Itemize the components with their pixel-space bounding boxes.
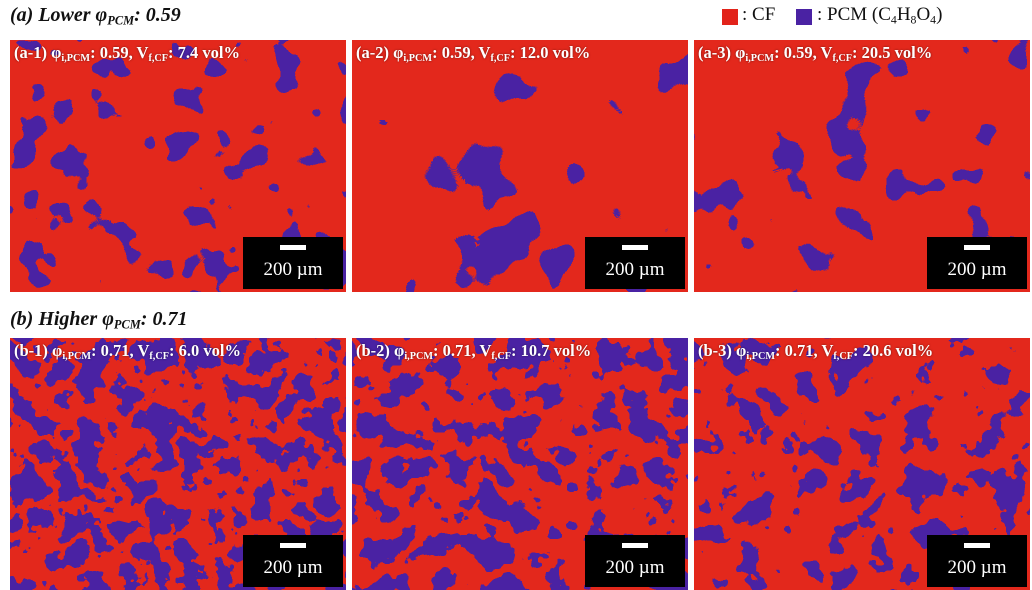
subscript: i,PCM <box>62 351 91 362</box>
text-segment: (b) Higher φ <box>10 308 114 330</box>
scale-bar <box>622 245 648 250</box>
scale-bar <box>280 543 306 548</box>
scale-text: 200 µm <box>585 259 685 281</box>
legend-label: : PCM (C4H8O4) <box>817 4 942 26</box>
subscript: f,CF <box>148 53 168 64</box>
scale-bar <box>622 543 648 548</box>
panel-label: (a-1) φi,PCM: 0.59, Vf,CF: 7.4 vol% <box>14 43 240 63</box>
subscript: i,PCM <box>745 53 774 64</box>
scale-box: 200 µm <box>927 535 1027 587</box>
panel-label: (b-2) φi,PCM: 0.71, Vf,CF: 10.7 vol% <box>356 341 591 361</box>
subscript: f,CF <box>491 351 511 362</box>
scale-box: 200 µm <box>243 535 343 587</box>
subscript: PCM <box>107 14 134 28</box>
text-segment: : 0.59, V <box>90 43 148 62</box>
scale-text: 200 µm <box>585 557 685 579</box>
text-segment: : 0.59, V <box>432 43 490 62</box>
section-title: (a) Lower φPCM: 0.59 <box>10 4 181 27</box>
micrograph-panel: (b-1) φi,PCM: 0.71, Vf,CF: 6.0 vol% 200 µ… <box>10 338 346 590</box>
micrograph-panel: (a-2) φi,PCM: 0.59, Vf,CF: 12.0 vol% 200 … <box>352 40 688 292</box>
text-segment: (a-3) φ <box>698 43 745 62</box>
text-segment: (a-1) φ <box>14 43 61 62</box>
figure: (() => { const data = JSON.parse(documen… <box>0 0 1032 590</box>
scale-bar <box>964 245 990 250</box>
text-segment: : 0.71, V <box>91 341 149 360</box>
scale-text: 200 µm <box>927 259 1027 281</box>
text-segment: : 0.71 <box>141 308 188 330</box>
scale-box: 200 µm <box>927 237 1027 289</box>
text-segment: : PCM (C <box>817 4 891 25</box>
text-segment: : 0.71, V <box>433 341 491 360</box>
text-segment: (b-3) φ <box>698 341 746 360</box>
panel-label: (b-3) φi,PCM: 0.71, Vf,CF: 20.6 vol% <box>698 341 933 361</box>
text-segment: : 0.59, V <box>774 43 832 62</box>
scale-text: 200 µm <box>243 259 343 281</box>
text-segment: : 12.0 vol% <box>510 43 590 62</box>
scale-box: 200 µm <box>585 535 685 587</box>
scale-bar <box>280 245 306 250</box>
subscript: PCM <box>114 318 141 332</box>
text-segment: : 10.7 vol% <box>511 341 591 360</box>
scale-bar <box>964 543 990 548</box>
legend-label: : CF <box>742 4 775 26</box>
text-segment: O <box>916 4 930 25</box>
section-title: (b) Higher φPCM: 0.71 <box>10 308 187 331</box>
micrograph-panel: (a-1) φi,PCM: 0.59, Vf,CF: 7.4 vol% 200 µ… <box>10 40 346 292</box>
micrograph-panel: (b-2) φi,PCM: 0.71, Vf,CF: 10.7 vol% 200 … <box>352 338 688 590</box>
text-segment: : 0.71, V <box>775 341 833 360</box>
text-segment: (b-1) φ <box>14 341 62 360</box>
subscript: f,CF <box>833 351 853 362</box>
panel-label: (a-3) φi,PCM: 0.59, Vf,CF: 20.5 vol% <box>698 43 932 63</box>
subscript: i,PCM <box>61 53 90 64</box>
panel-label: (b-1) φi,PCM: 0.71, Vf,CF: 6.0 vol% <box>14 341 241 361</box>
scale-text: 200 µm <box>927 557 1027 579</box>
text-segment: : 20.6 vol% <box>853 341 933 360</box>
text-segment: H <box>897 4 911 25</box>
text-segment: : 20.5 vol% <box>852 43 932 62</box>
subscript: i,PCM <box>403 53 432 64</box>
text-segment: (a) Lower φ <box>10 4 107 26</box>
scale-text: 200 µm <box>243 557 343 579</box>
text-segment: (a-2) φ <box>356 43 403 62</box>
text-segment: : 6.0 vol% <box>169 341 241 360</box>
text-segment: : CF <box>742 4 775 25</box>
legend-swatch <box>796 9 812 25</box>
subscript: i,PCM <box>404 351 433 362</box>
panel-label: (a-2) φi,PCM: 0.59, Vf,CF: 12.0 vol% <box>356 43 590 63</box>
subscript: f,CF <box>832 53 852 64</box>
subscript: f,CF <box>490 53 510 64</box>
micrograph-panel: (b-3) φi,PCM: 0.71, Vf,CF: 20.6 vol% 200 … <box>694 338 1030 590</box>
text-segment: : 7.4 vol% <box>168 43 240 62</box>
scale-box: 200 µm <box>585 237 685 289</box>
subscript: i,PCM <box>746 351 775 362</box>
text-segment: ) <box>936 4 942 25</box>
text-segment: : 0.59 <box>134 4 181 26</box>
text-segment: (b-2) φ <box>356 341 404 360</box>
scale-box: 200 µm <box>243 237 343 289</box>
legend-swatch <box>722 9 738 25</box>
subscript: f,CF <box>149 351 169 362</box>
micrograph-panel: (a-3) φi,PCM: 0.59, Vf,CF: 20.5 vol% 200 … <box>694 40 1030 292</box>
